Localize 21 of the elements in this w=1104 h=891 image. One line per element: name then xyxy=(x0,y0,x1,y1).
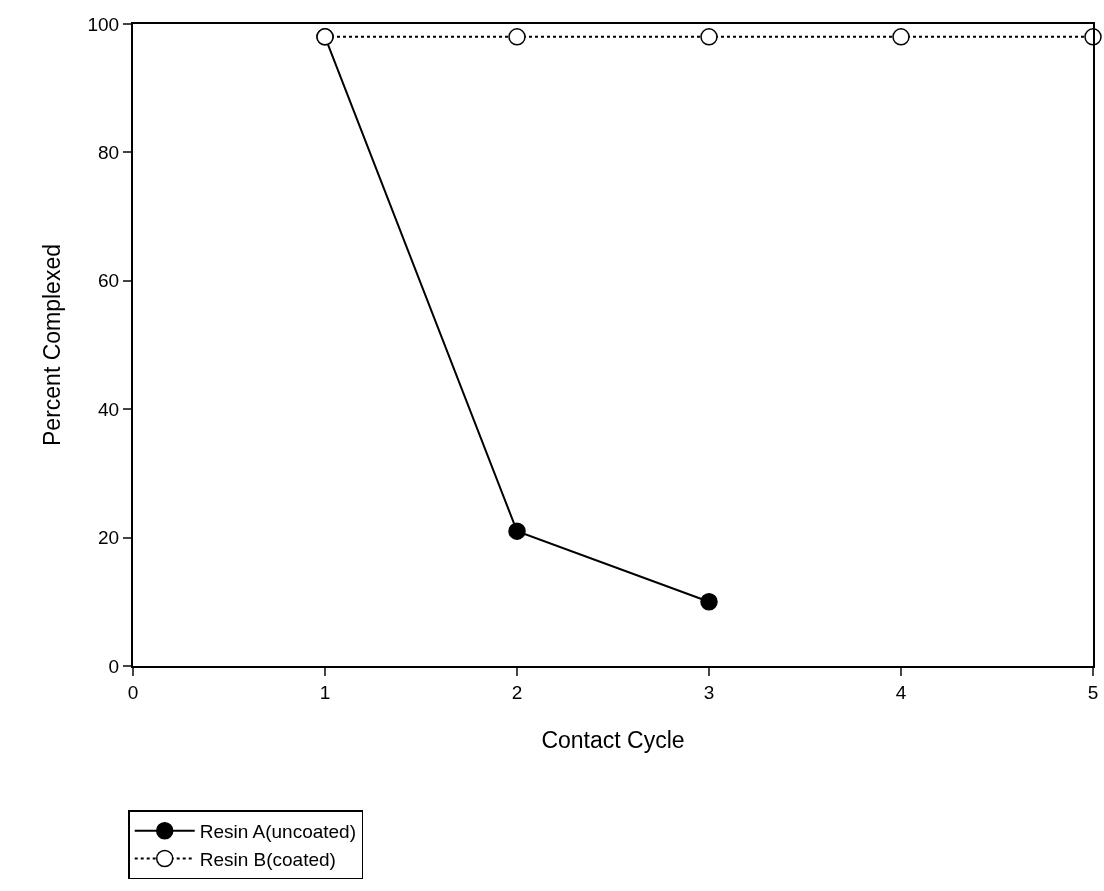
point xyxy=(508,28,526,46)
legend-label: Resin A(uncoated) xyxy=(199,821,357,843)
point xyxy=(700,593,718,611)
y-axis-title: Percent Complexed xyxy=(39,244,66,446)
legend-label: Resin B(coated) xyxy=(199,848,336,870)
y-tick-label: 80 xyxy=(98,142,120,164)
point xyxy=(892,28,910,46)
y-tick-label: 40 xyxy=(98,398,120,420)
y-tick-label: 0 xyxy=(108,655,120,677)
y-tick-label: 60 xyxy=(98,270,120,292)
y-tick-label: 100 xyxy=(87,13,120,35)
x-tick-label: 5 xyxy=(1087,681,1099,703)
x-axis-title: Contact Cycle xyxy=(541,726,685,753)
x-tick-label: 1 xyxy=(319,681,331,703)
y-tick-label: 20 xyxy=(98,527,120,549)
x-tick-label: 2 xyxy=(511,681,523,703)
point xyxy=(508,522,526,540)
x-tick-label: 3 xyxy=(703,681,715,703)
point xyxy=(700,28,718,46)
x-tick-label: 0 xyxy=(127,681,139,703)
x-tick-label: 4 xyxy=(895,681,907,703)
